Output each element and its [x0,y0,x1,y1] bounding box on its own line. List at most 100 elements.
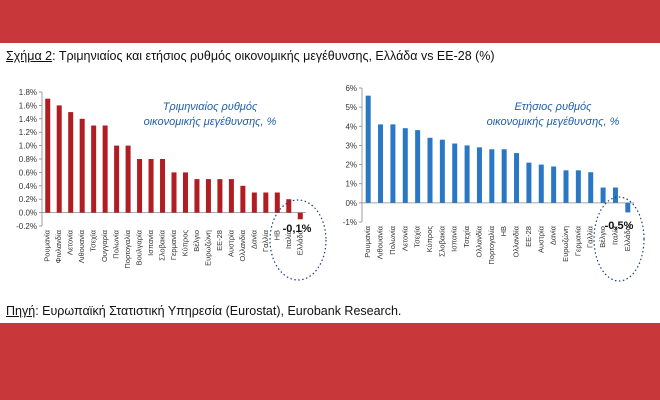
bar [79,118,85,213]
category-label: Ρουμανία [43,229,52,261]
y-tick-label: 0.4% [19,182,37,191]
bar [205,179,211,213]
bar [56,105,62,213]
category-label: Λετονία [66,229,75,255]
bar [625,202,631,213]
bar [114,145,120,213]
category-label: Τσεχία [462,225,471,247]
y-tick-label: -0.2% [16,222,37,231]
category-label: Δανία [549,225,558,245]
bar [194,179,200,213]
category-label: Λιθουανία [376,225,385,259]
category-label: Λετονία [400,225,409,251]
y-tick-label: 1.2% [19,128,37,137]
category-label: Γερμανία [169,229,178,260]
bar [251,192,257,213]
category-label: Αυστρία [536,225,545,253]
bar [91,125,97,213]
category-label: Τσεχία [89,229,98,251]
category-label: Φινλανδία [54,229,63,263]
category-label: Ευρωζώνη [561,226,570,262]
y-tick-label: 1.6% [19,101,37,110]
bar [297,212,303,220]
bar [68,112,74,213]
category-label: Ευρωζώνη [203,230,212,266]
bar [600,187,606,203]
bar [390,124,396,203]
y-tick-label: 1.4% [19,115,37,124]
category-label: Ισπανία [146,229,155,256]
bar [182,172,188,213]
bar [171,172,177,213]
category-label: Τσεχία [413,225,422,247]
category-label: Γερμανία [573,225,582,256]
bar [240,185,246,213]
bar [514,153,520,203]
bar [415,130,421,203]
bar [563,170,569,203]
category-label: Γαλλία [586,225,595,248]
y-tick-label: 0.2% [19,195,37,204]
bar [102,125,108,213]
y-tick-label: 1.0% [19,142,37,151]
bar [501,149,507,203]
category-label: Δανία [249,229,258,249]
highlight-ellipse [269,199,327,281]
bar [526,162,532,203]
bar [575,170,581,203]
source-text: : Ευρωπαϊκή Στατιστική Υπηρεσία (Eurosta… [35,304,402,318]
bar [489,149,495,203]
y-tick-label: 0.0% [19,209,37,218]
y-tick-label: 5% [345,103,357,112]
bar [263,192,269,213]
category-label: Ελλάδα [623,225,632,251]
category-label: Ολλανδία [512,225,521,257]
category-label: Ουγγαρία [100,229,109,262]
chart-subtitle-line1: Τριμηνιαίος ρυθμός [163,101,258,113]
category-label: Γαλλία [261,229,270,252]
source-label: Πηγή [6,304,36,318]
chart-subtitle-line2: οικονομικής μεγέθυνσης, % [144,116,277,128]
caption-text: : Τριμηνιαίος και ετήσιος ρυθμός οικονομ… [52,49,495,63]
bar [45,98,51,213]
chart-subtitle-line2: οικονομικής μεγέθυνσης, % [487,116,620,128]
bar [137,159,143,213]
bar [125,145,131,213]
figure-caption: Σχήμα 2: Τριμηνιαίος και ετήσιος ρυθμός … [6,49,495,63]
bar [274,192,280,213]
category-label: Κύπρος [425,226,434,253]
category-label: ΗΒ [499,226,508,236]
category-label: Βέλγιο [598,226,607,248]
y-tick-label: 1% [345,180,357,189]
annotation-label: -0,5% [605,220,634,232]
category-label: Πολωνία [112,229,121,258]
y-tick-label: 2% [345,161,357,170]
category-label: ΕΕ-28 [524,226,533,247]
bar [612,187,618,203]
bar [286,199,292,213]
figure-panel: Σχήμα 2: Τριμηνιαίος και ετήσιος ρυθμός … [0,43,660,323]
category-label: Ελλάδα [295,229,304,255]
bar [365,95,371,203]
category-label: Ιταλία [284,229,293,249]
category-label: Λιθουανία [77,229,86,263]
category-label: ΗΒ [272,230,281,240]
bar [464,145,470,203]
category-label: Σλοβακία [437,225,446,257]
category-label: Πολωνία [388,225,397,254]
y-tick-label: -1% [343,218,357,227]
chart-subtitle-line1: Ετήσιος ρυθμός [515,101,593,113]
caption-label: Σχήμα 2 [6,49,53,63]
annual-growth-chart: -1% 0% 1% 2% 3% 4% 5% 6% Ρουμανία Λιθουανία Πολωνί… [343,84,645,282]
quarterly-growth-chart: -0.2% 0.0% 0.2% 0.4% 0.6% 0.8% 1.0% 1.2% 1.4% 1.6… [16,88,327,281]
y-tick-label: 0.6% [19,168,37,177]
y-tick-label: 0% [345,199,357,208]
y-tick-label: 1.8% [19,88,37,97]
bar [378,124,384,203]
category-label: Πορτογαλία [123,229,132,268]
category-label: Βέλγιο [192,230,201,252]
category-label: Αυστρία [226,229,235,257]
bar [452,143,458,203]
highlight-ellipse [593,196,645,282]
category-label: Πορτογαλία [487,225,496,264]
